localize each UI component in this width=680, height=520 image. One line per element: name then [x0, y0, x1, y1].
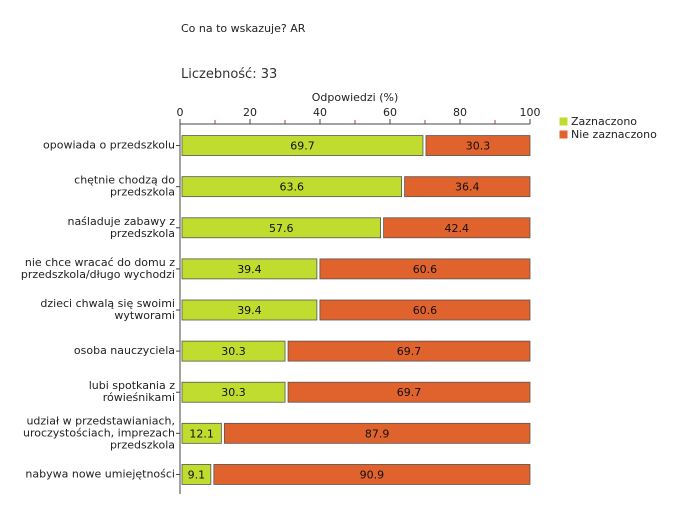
- bar-value-label: 30.3: [466, 140, 491, 153]
- category-label: chętnie chodzą do przedszkola: [74, 174, 175, 199]
- bar-zaznaczono: [181, 464, 212, 485]
- category-label-line: osoba nauczyciela: [74, 344, 175, 357]
- x-tick-label: 20: [243, 106, 257, 119]
- category-label: opowiada o przedszkolu: [43, 139, 175, 152]
- category-label-line: nabywa nowe umiejętności: [25, 467, 175, 480]
- x-tick-label: 40: [313, 106, 327, 119]
- bar-zaznaczono: [181, 340, 286, 362]
- count-value: 33: [260, 67, 278, 82]
- bar-zaznaczono: [181, 217, 382, 239]
- x-axis-title: Odpowiedzi (%): [312, 91, 399, 104]
- category-label-line: przedszkola: [110, 438, 175, 451]
- x-tick-label: 100: [520, 106, 541, 119]
- category-label-line: opowiada o przedszkolu: [43, 139, 175, 152]
- bar-nie-zaznaczono: [213, 464, 531, 485]
- bar-value-label: 90.9: [360, 468, 385, 481]
- bar-value-label: 30.3: [221, 345, 246, 358]
- legend-swatch: [559, 117, 568, 126]
- category-label-line: uroczystościach, imprezach: [23, 426, 175, 439]
- bar-value-label: 57.6: [269, 222, 294, 235]
- legend-label: Zaznaczono: [571, 115, 637, 128]
- bar-nie-zaznaczono: [319, 299, 531, 321]
- legend-swatch: [559, 130, 568, 139]
- category-label-line: przedszkola: [110, 186, 175, 199]
- category-label: dzieci chwalą się swoimi wytworami: [40, 297, 175, 322]
- bar-nie-zaznaczono: [425, 135, 531, 156]
- category-label: nabywa nowe umiejętności: [25, 467, 175, 480]
- x-tick-label: 80: [453, 106, 467, 119]
- category-label-line: chętnie chodzą do: [74, 174, 175, 187]
- bar-nie-zaznaczono: [319, 258, 531, 280]
- sample-size: Liczebność: 33: [181, 67, 277, 82]
- bar-value-label: 69.7: [290, 140, 315, 153]
- bar-value-label: 60.6: [413, 304, 438, 317]
- count-label: Liczebność:: [181, 67, 257, 82]
- bar-value-label: 87.9: [365, 427, 390, 440]
- bar-zaznaczono: [181, 381, 286, 403]
- bar-value-label: 12.1: [189, 427, 214, 440]
- bar-nie-zaznaczono: [404, 176, 531, 198]
- bar-zaznaczono: [181, 299, 318, 321]
- bar-nie-zaznaczono: [287, 340, 531, 362]
- category-label-line: naśladuje zabawy z: [67, 215, 175, 228]
- bar-value-label: 69.7: [397, 386, 422, 399]
- category-label-line: lubi spotkania z: [89, 379, 176, 392]
- category-label-line: przedszkola: [110, 227, 175, 240]
- bar-zaznaczono: [181, 135, 424, 156]
- bar-value-label: 63.6: [280, 181, 305, 194]
- category-label: nie chce wracać do domu z przedszkola/dłu…: [21, 256, 175, 281]
- bar-value-label: 9.1: [188, 468, 206, 481]
- bar-value-label: 69.7: [397, 345, 422, 358]
- bar-value-label: 36.4: [455, 181, 480, 194]
- category-label: lubi spotkania z rówieśnikami: [89, 379, 176, 404]
- legend-label: Nie zaznaczono: [571, 128, 657, 141]
- category-label-line: udział w przedstawianiach,: [26, 414, 175, 427]
- category-label: osoba nauczyciela: [74, 344, 175, 357]
- category-label-line: dzieci chwalą się swoimi: [40, 297, 175, 310]
- category-label-line: nie chce wracać do domu z: [25, 256, 175, 269]
- bar-value-label: 30.3: [221, 386, 246, 399]
- bar-value-label: 60.6: [413, 263, 438, 276]
- category-label-line: rówieśnikami: [103, 391, 175, 404]
- bar-nie-zaznaczono: [383, 217, 531, 239]
- bar-value-label: 39.4: [237, 304, 262, 317]
- bar-nie-zaznaczono: [223, 422, 531, 444]
- x-tick-label: 0: [177, 106, 184, 119]
- bar-value-label: 39.4: [237, 263, 262, 276]
- bar-zaznaczono: [181, 422, 222, 444]
- bar-zaznaczono: [181, 176, 403, 198]
- category-label: udział w przedstawianiach, uroczystościac…: [23, 414, 175, 451]
- bar-nie-zaznaczono: [287, 381, 531, 403]
- x-tick-label: 60: [383, 106, 397, 119]
- category-label: naśladuje zabawy z przedszkola: [67, 215, 175, 240]
- category-label-line: przedszkola/długo wychodzi: [21, 268, 175, 281]
- chart-title: Co na to wskazuje? AR: [181, 22, 306, 35]
- bar-zaznaczono: [181, 258, 318, 280]
- category-label-line: wytworami: [114, 309, 175, 322]
- bar-value-label: 42.4: [445, 222, 470, 235]
